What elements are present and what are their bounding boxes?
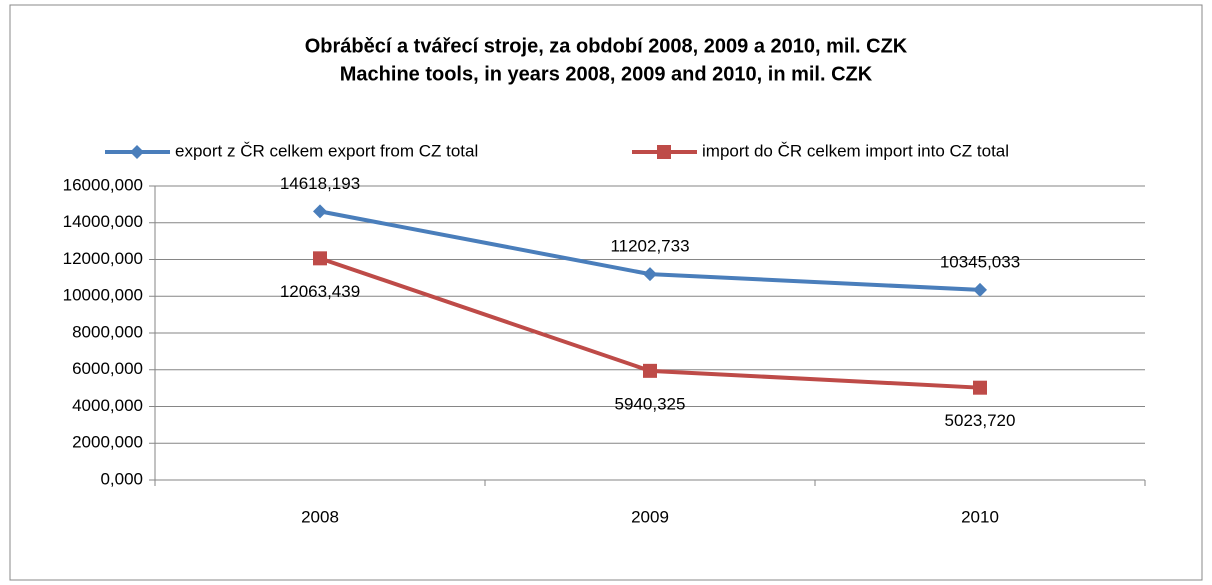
chart-border	[9, 4, 1203, 581]
legend-label: export z ČR celkem export from CZ total	[175, 141, 478, 160]
y-tick-label: 0,000	[100, 469, 143, 488]
marker	[657, 145, 671, 159]
marker	[973, 282, 987, 297]
y-tick-label: 14000,000	[63, 212, 143, 231]
x-tick-label: 2008	[301, 507, 339, 526]
data-label: 12063,439	[280, 282, 360, 301]
x-tick-label: 2009	[631, 507, 669, 526]
y-tick-label: 12000,000	[63, 249, 143, 268]
marker	[643, 267, 657, 282]
data-label: 14618,193	[280, 174, 360, 193]
data-label: 5940,325	[615, 394, 686, 413]
marker	[130, 145, 144, 159]
y-tick-label: 16000,000	[63, 175, 143, 194]
y-tick-label: 10000,000	[63, 286, 143, 305]
marker	[313, 251, 327, 266]
x-tick-label: 2010	[961, 507, 999, 526]
marker	[643, 363, 657, 378]
marker	[973, 380, 987, 395]
data-label: 5023,720	[945, 411, 1016, 430]
data-label: 10345,033	[940, 252, 1020, 271]
legend-label: import do ČR celkem import into CZ total	[702, 141, 1009, 160]
y-tick-label: 4000,000	[72, 396, 143, 415]
y-tick-label: 6000,000	[72, 359, 143, 378]
marker	[313, 204, 327, 219]
y-tick-label: 8000,000	[72, 322, 143, 341]
chart-title: Obráběcí a tvářecí stroje, za období 200…	[305, 35, 908, 57]
y-tick-label: 2000,000	[72, 433, 143, 452]
data-label: 11202,733	[610, 237, 689, 256]
chart-subtitle: Machine tools, in years 2008, 2009 and 2…	[340, 63, 873, 85]
